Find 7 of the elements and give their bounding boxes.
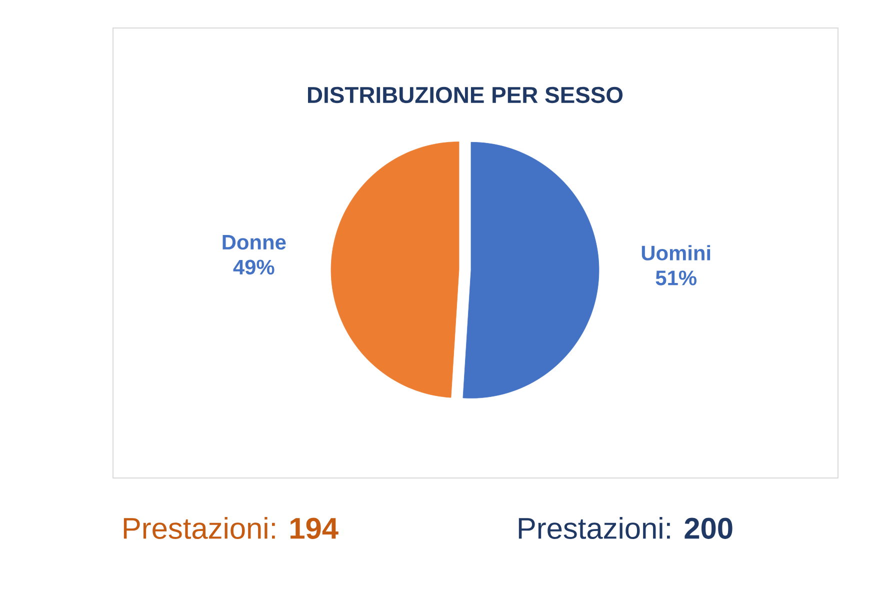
data-label: 51%	[656, 270, 696, 286]
text: Prestazioni: 200	[518, 517, 732, 539]
chart-title: DISTRIBUZIONE PER SESSO	[308, 86, 623, 104]
text: Prestazioni: 194	[124, 517, 338, 539]
slice-label: Donne	[222, 235, 286, 250]
data-label: 49%	[233, 260, 274, 275]
slice-label: Uomini	[642, 245, 710, 260]
